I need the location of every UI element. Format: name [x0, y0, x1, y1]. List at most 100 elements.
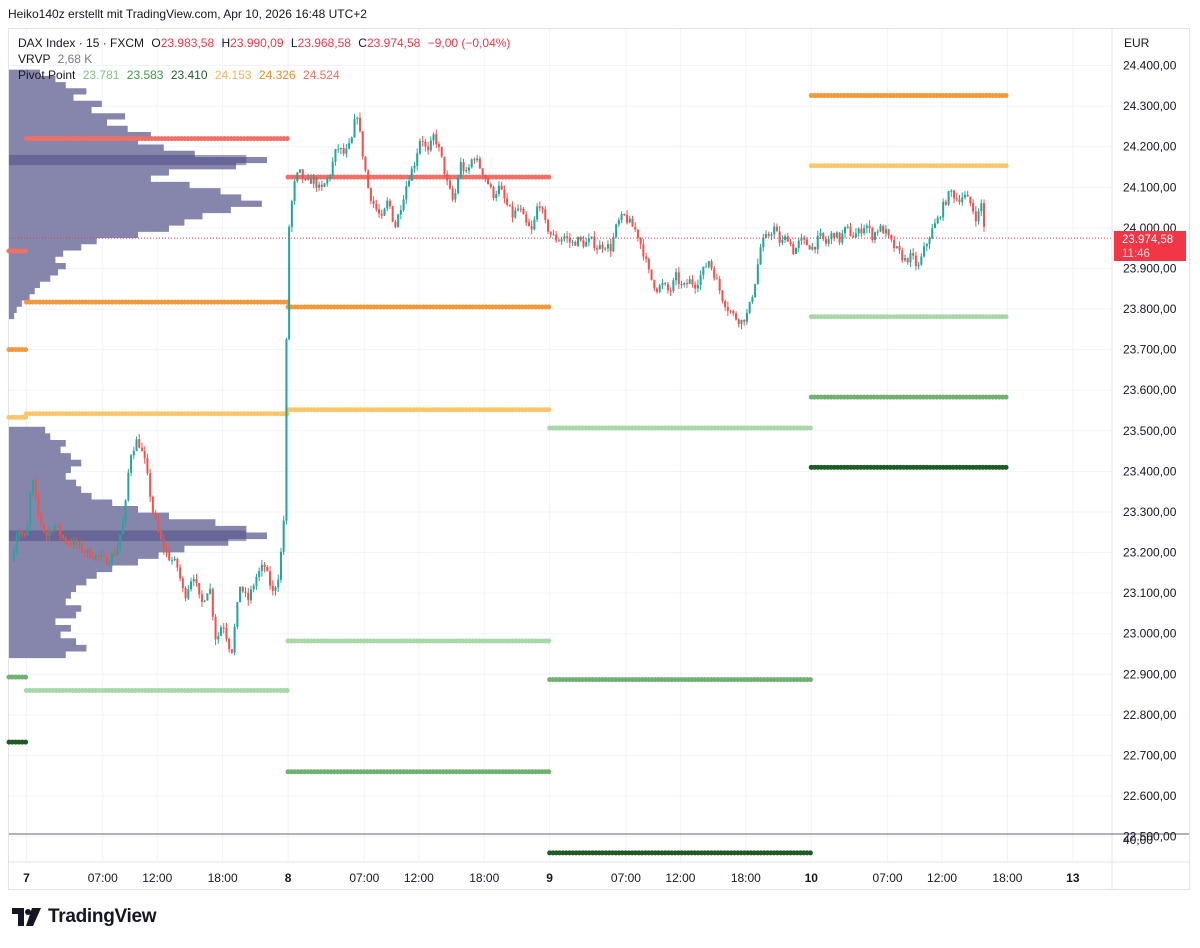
candle-body: [740, 319, 743, 324]
candle-body: [805, 239, 808, 246]
candle-body: [176, 558, 179, 568]
candle-body: [282, 520, 285, 552]
candle-body: [500, 185, 503, 190]
pivot-label[interactable]: Pivot Point: [18, 68, 76, 82]
pivot-value-r2: 24.326: [258, 68, 296, 82]
vrvp-label[interactable]: VRVP: [18, 52, 51, 66]
candle-body: [437, 144, 441, 147]
last-price-tag: 23.974,58 11:46: [1114, 231, 1186, 261]
tradingview-logo[interactable]: TradingView: [12, 906, 157, 928]
candle-body: [852, 235, 855, 238]
candle-body: [342, 148, 345, 154]
vrvp-value: 2,68 K: [57, 52, 93, 66]
candle-body: [544, 209, 547, 220]
candle-body: [617, 220, 620, 225]
candle-body: [192, 578, 195, 582]
candle-body: [571, 242, 574, 244]
candle-body: [326, 178, 329, 184]
candle-body: [574, 242, 577, 246]
candle-body: [977, 211, 980, 222]
candle-body: [369, 188, 372, 201]
y-tick-label: 22.900,00: [1123, 667, 1177, 681]
candle-body: [912, 253, 915, 256]
candle-body: [936, 217, 939, 224]
candle-body: [81, 543, 84, 552]
ohlc-high: 23.990,09: [230, 36, 284, 50]
candle-body: [446, 174, 449, 181]
candle-body: [211, 588, 214, 617]
candle-body: [982, 203, 986, 227]
candle-body: [108, 562, 111, 565]
candle-body: [503, 189, 506, 199]
candle-body: [811, 246, 814, 250]
ohlc-high-label: H: [221, 36, 231, 50]
candle-body: [841, 233, 844, 243]
volume-poc-0: [9, 154, 247, 166]
symbol-name[interactable]: DAX Index · 15 · FXCM: [18, 36, 145, 50]
y-tick-label: 24.300,00: [1123, 99, 1177, 113]
candle-body: [773, 226, 776, 235]
candle-body: [903, 258, 907, 261]
candle-body: [696, 284, 699, 289]
candle-body: [418, 140, 421, 154]
candle-body: [789, 241, 792, 244]
candle-body: [100, 554, 103, 557]
candle-body: [854, 233, 857, 238]
currency-label[interactable]: EUR: [1124, 36, 1150, 50]
candle-body: [830, 232, 833, 240]
candle-body: [168, 551, 171, 561]
candle-body: [290, 201, 293, 227]
x-tick-label: 07:00: [349, 871, 379, 885]
candle-body: [334, 149, 337, 162]
candle-body: [942, 201, 945, 218]
candle-body: [217, 635, 220, 640]
x-tick-label: 18:00: [992, 871, 1022, 885]
candle-body: [160, 531, 163, 540]
candle-body: [315, 177, 318, 188]
candle-body: [195, 578, 198, 584]
candle-body: [680, 283, 683, 285]
candle-body: [944, 201, 947, 205]
candle-body: [26, 525, 29, 536]
candle-body: [615, 224, 618, 237]
y-tick-label: 23.900,00: [1123, 261, 1177, 275]
candle-body: [707, 261, 710, 267]
candle-body: [258, 571, 261, 577]
candle-body: [598, 244, 601, 250]
candle-body: [549, 231, 552, 235]
candle-body: [408, 180, 411, 187]
last-price-value: 23.974,58: [1122, 234, 1174, 246]
candle-body: [650, 269, 653, 280]
candle-body: [511, 206, 514, 218]
candle-body: [470, 159, 473, 168]
candle-body: [958, 199, 961, 203]
candle-body: [623, 214, 626, 216]
candle-body: [898, 246, 901, 251]
candle-body: [568, 237, 571, 243]
candle-body: [394, 221, 397, 228]
y-tick-label: 23.100,00: [1123, 586, 1177, 600]
candle-body: [620, 214, 623, 221]
candle-body: [833, 232, 836, 238]
x-tick-label: 07:00: [611, 871, 641, 885]
candle-body: [132, 451, 135, 456]
candle-body: [34, 479, 37, 498]
candle-body: [410, 168, 413, 181]
candle-body: [462, 162, 465, 172]
candle-body: [285, 339, 288, 521]
candle-body: [579, 237, 582, 241]
candle-body: [154, 512, 157, 519]
candle-body: [759, 247, 762, 265]
candle-body: [457, 177, 460, 194]
candle-body: [527, 222, 530, 227]
candle-body: [138, 439, 141, 448]
candle-body: [367, 170, 370, 189]
candle-body: [705, 266, 708, 268]
y-tick-label: 23.000,00: [1123, 627, 1177, 641]
candle-body: [135, 439, 138, 452]
candle-body: [48, 530, 51, 537]
candle-body: [683, 283, 686, 285]
x-tick-label: 18:00: [208, 871, 238, 885]
x-tick-label: 8: [285, 871, 292, 885]
